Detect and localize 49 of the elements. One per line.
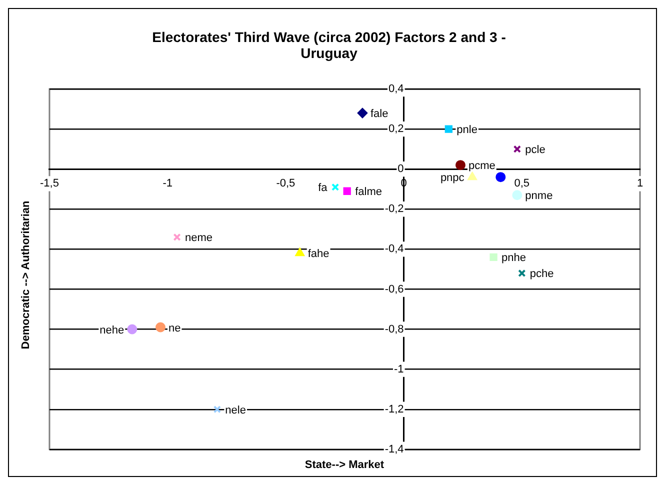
point — [455, 160, 466, 170]
series-label: pnme — [525, 190, 553, 202]
point — [518, 269, 526, 278]
y-tick-label: -1,2 — [384, 403, 404, 416]
series-label: nehe — [100, 324, 124, 336]
y-tick-label: 0,2 — [388, 123, 404, 136]
point — [357, 108, 368, 118]
x-tick-label: -1,5 — [40, 178, 59, 190]
point — [513, 145, 521, 153]
x-tick-label: 1 — [636, 178, 644, 190]
series-label: ne — [168, 322, 181, 334]
series-label: falme — [355, 186, 382, 198]
y-tick-label: 0 — [398, 163, 404, 176]
point — [468, 172, 477, 180]
series-label: fa — [318, 182, 328, 194]
y-tick-label: -1,4 — [384, 443, 404, 456]
series-label: pche — [530, 268, 554, 280]
y-tick-label: -0,6 — [384, 283, 404, 296]
series-label: pcme — [468, 160, 496, 172]
point — [173, 233, 181, 241]
chart-title: Electorates' Third Wave (circa 2002) Factors 2 and 3 - Uruguay — [151, 29, 507, 61]
y-tick-label: -0,2 — [384, 203, 404, 216]
series-label: pnpc — [440, 172, 465, 184]
point — [155, 322, 166, 332]
y-axis-title: Democratic --> Authoritarian — [20, 200, 32, 352]
y-tick-label: -1 — [394, 363, 404, 376]
y-tick-label: -0,4 — [384, 243, 404, 256]
series-label: neme — [185, 232, 213, 244]
x-axis-title: State--> Market — [304, 459, 386, 471]
x-tick-label: -0,5 — [276, 178, 296, 190]
y-tick-label: 0,4 — [388, 83, 404, 96]
series-label: fale — [370, 108, 388, 120]
point — [295, 248, 304, 256]
point — [444, 125, 452, 133]
y-tick-label: -0,8 — [384, 323, 404, 336]
x-tick-label: -1 — [162, 178, 172, 190]
point — [127, 324, 138, 334]
point — [331, 183, 340, 191]
series-label: pcle — [525, 144, 546, 156]
x-tick-label: 0,5 — [514, 178, 530, 190]
point — [343, 187, 351, 195]
series-label: pnle — [456, 124, 478, 136]
point — [490, 253, 498, 262]
series-label: nele — [225, 404, 246, 416]
point — [496, 172, 506, 182]
series-label: pnhe — [502, 252, 526, 264]
point — [213, 406, 222, 414]
series-label: fahe — [308, 248, 330, 260]
point — [512, 190, 522, 200]
